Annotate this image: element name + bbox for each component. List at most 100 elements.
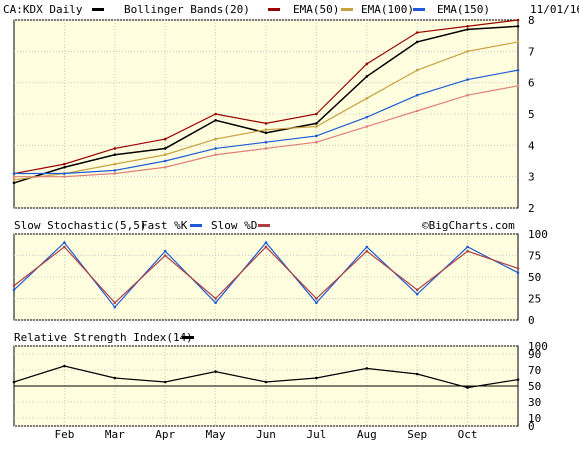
data-point — [516, 68, 520, 72]
y-tick-label: 50 — [528, 271, 541, 284]
data-point — [466, 249, 469, 253]
data-point — [264, 147, 268, 150]
y-tick-label: 75 — [528, 250, 541, 263]
x-tick-label: Apr — [155, 428, 175, 441]
data-point — [516, 271, 520, 275]
legend-swatch-ema100 — [413, 8, 425, 11]
y-tick-label: 5 — [528, 108, 535, 121]
data-point — [365, 97, 369, 100]
data-point — [63, 162, 66, 166]
x-tick-label: May — [206, 428, 226, 441]
data-point — [516, 84, 520, 88]
data-point — [264, 245, 268, 249]
data-point — [12, 178, 16, 182]
y-tick-label: 90 — [528, 348, 541, 361]
data-point — [12, 175, 16, 178]
data-point — [315, 112, 318, 116]
data-point — [214, 301, 217, 305]
data-point — [415, 31, 419, 34]
data-point — [214, 153, 217, 157]
legend-swatch-bollinger — [268, 8, 280, 11]
header-bollinger: Bollinger Bands(20) — [124, 3, 250, 16]
price-y-axis: 2 3 4 5 6 7 8 — [528, 14, 535, 215]
x-axis: Feb Mar Apr May Jun Jul Aug Sep Oct — [54, 428, 477, 441]
data-point — [163, 137, 167, 141]
y-tick-label: 70 — [528, 364, 541, 377]
header-date: 11/01/16 — [530, 3, 579, 16]
data-point — [415, 372, 419, 376]
data-point — [63, 364, 66, 368]
legend-swatch-price — [92, 8, 104, 11]
y-tick-label: 4 — [528, 139, 535, 152]
x-tick-label: Aug — [357, 428, 377, 441]
data-point — [113, 153, 117, 157]
data-point — [315, 297, 318, 300]
data-point — [214, 118, 217, 122]
data-point — [466, 386, 469, 389]
stochastic-series — [12, 241, 520, 309]
data-point — [63, 165, 66, 169]
legend-swatch-ema50 — [341, 8, 353, 11]
header-ema150: EMA(150) — [437, 3, 490, 16]
legend-swatch-fast — [190, 224, 202, 227]
stoch-fast-label: Fast %K — [141, 219, 188, 232]
y-tick-label: 7 — [528, 45, 535, 58]
data-point — [214, 147, 217, 150]
data-point — [113, 305, 117, 309]
data-point — [264, 380, 268, 384]
header-ema50: EMA(50) — [293, 3, 339, 16]
header-symbol: CA:KDX Daily — [3, 3, 83, 16]
legend-swatch-slow — [258, 224, 270, 227]
data-point — [516, 40, 520, 44]
data-point — [12, 172, 16, 175]
y-tick-label: 8 — [528, 14, 535, 27]
data-point — [365, 125, 369, 128]
y-tick-label: 30 — [528, 396, 541, 409]
rsi-series — [12, 364, 520, 389]
data-point — [214, 112, 217, 116]
data-point — [466, 245, 469, 249]
data-point — [315, 125, 318, 128]
watermark: ©BigCharts.com — [422, 219, 515, 232]
data-point — [163, 380, 167, 384]
x-tick-label: Jul — [306, 428, 326, 441]
data-point — [415, 292, 419, 296]
data-point — [63, 241, 66, 244]
data-point — [163, 153, 167, 157]
data-point — [113, 162, 117, 166]
data-point — [264, 131, 268, 135]
y-tick-label: 6 — [528, 77, 535, 90]
rsi-title: Relative Strength Index(14) — [14, 331, 193, 344]
data-point — [466, 78, 469, 81]
data-point — [516, 267, 520, 270]
data-point — [163, 159, 167, 163]
stoch-slow-label: Slow %D — [211, 219, 257, 232]
data-point — [113, 172, 117, 175]
y-tick-label: 100 — [528, 228, 548, 241]
data-point — [415, 109, 419, 113]
x-tick-label: Feb — [54, 428, 74, 441]
data-point — [516, 24, 520, 28]
data-point — [415, 68, 419, 72]
stochastic-y-axis: 0 25 50 75 100 — [528, 228, 548, 327]
price-grid — [14, 19, 518, 209]
data-point — [214, 137, 217, 141]
data-point — [163, 249, 167, 253]
data-point — [415, 288, 419, 292]
data-point — [315, 134, 318, 138]
data-point — [315, 376, 318, 380]
y-tick-label: 100 — [528, 340, 548, 353]
price-series — [12, 18, 520, 185]
x-tick-label: Oct — [458, 428, 478, 441]
data-point — [12, 284, 16, 287]
price-panel: 2 3 4 5 6 7 8 — [12, 14, 535, 215]
data-point — [63, 175, 66, 178]
stochastic-panel: 0 25 50 75 100 — [12, 228, 548, 327]
data-point — [214, 297, 217, 300]
data-point — [365, 367, 369, 370]
y-tick-label: 50 — [528, 380, 541, 393]
data-point — [466, 93, 469, 97]
data-point — [113, 376, 117, 380]
